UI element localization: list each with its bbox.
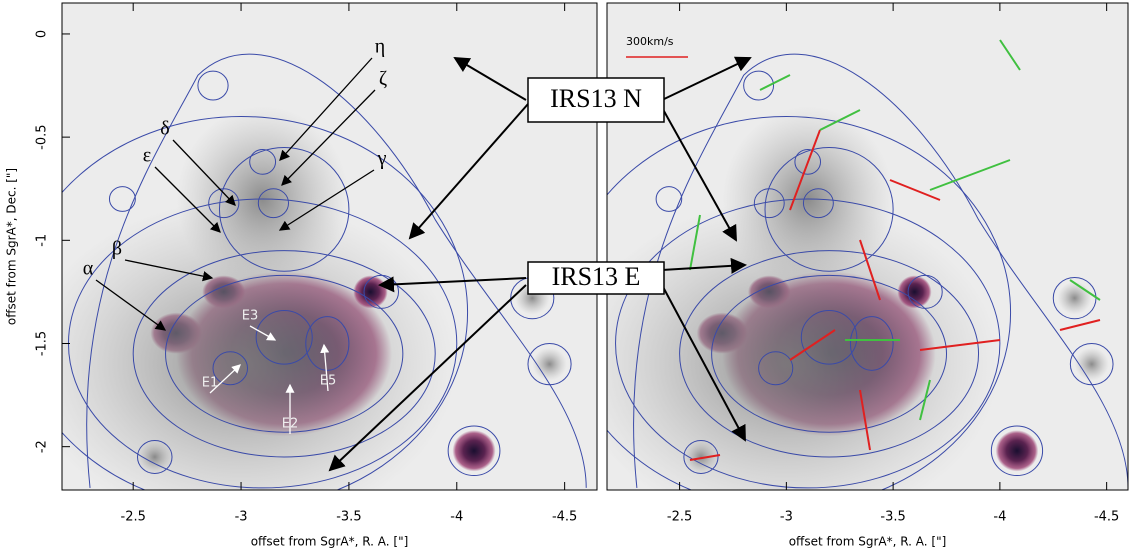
annotation-label: ε (143, 145, 151, 167)
emission-blob (897, 275, 931, 308)
x-tick-label: -3 (780, 510, 793, 525)
annotation-label: E3 (242, 309, 259, 324)
x-tick-label: -4 (450, 510, 463, 525)
annotation-label: δ (160, 118, 169, 140)
y-tick-label: -2 (35, 440, 50, 453)
emission-blob (452, 430, 495, 471)
emission-blob (353, 275, 388, 308)
x-tick-label: -3.5 (336, 510, 361, 525)
annotation-label: ζ (379, 68, 387, 90)
emission-blob (1058, 282, 1092, 315)
x-axis-title: offset from SgrA*, R. A. ["] (789, 535, 947, 549)
x-tick-label: -4.5 (552, 510, 577, 525)
y-axis-title: offset from SgrA*, Dec. ["] (5, 168, 19, 325)
x-tick-label: -2.5 (121, 510, 146, 525)
x-tick-label: -4.5 (1094, 510, 1119, 525)
x-tick-label: -4 (993, 510, 1006, 525)
annotation-label: β (112, 238, 122, 260)
annotation-label: γ (377, 148, 387, 170)
emission-blob (532, 348, 567, 381)
x-axis-title: offset from SgrA*, R. A. ["] (251, 535, 409, 549)
scale-label: 300km/s (626, 35, 674, 48)
y-tick-label: -1 (35, 234, 50, 247)
callout-label: IRS13 N (550, 84, 642, 113)
emission-blob (1075, 348, 1109, 381)
image-panel (15, 3, 597, 529)
callout-label: IRS13 E (552, 262, 641, 291)
x-tick-label: -3 (235, 510, 248, 525)
annotation-label: E1 (202, 376, 219, 391)
y-tick-label: 0 (35, 30, 50, 38)
x-tick-label: -3.5 (880, 510, 905, 525)
annotation-label: α (83, 258, 94, 280)
annotation-label: η (375, 36, 385, 58)
y-tick-label: -0.5 (35, 124, 50, 149)
annotation-label: E2 (282, 417, 299, 432)
x-tick-label: -2.5 (667, 510, 692, 525)
figure: -2.5 -3 -3.5 -4 -4.5 0 -0.5 -1 -1.5 -2 offset from… (0, 0, 1133, 552)
emission-blob (996, 430, 1039, 471)
annotation-label: E5 (320, 374, 337, 389)
y-tick-label: -1.5 (35, 331, 50, 356)
